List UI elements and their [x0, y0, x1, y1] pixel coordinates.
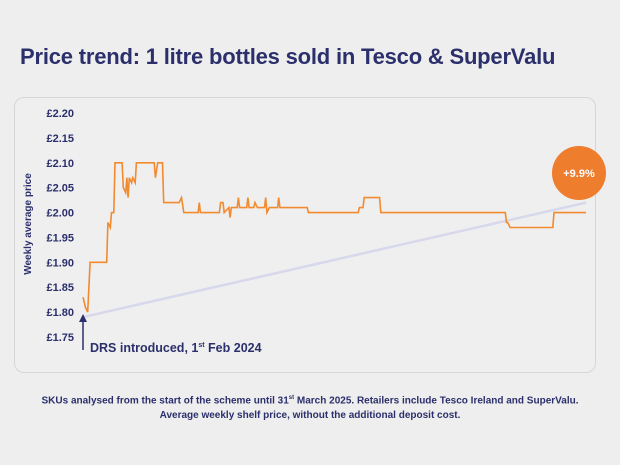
page-title: Price trend: 1 litre bottles sold in Tes…	[20, 44, 556, 69]
y-axis-label: Weekly average price	[23, 173, 34, 275]
price-series-line	[82, 162, 586, 313]
y-tick-label: £2.05	[46, 183, 74, 195]
y-tick-label: £1.80	[46, 307, 74, 319]
arrow-up-icon	[79, 314, 87, 322]
change-badge: +9.9%	[552, 146, 606, 200]
y-tick-label: £1.75	[46, 332, 74, 344]
footnote-line-1: SKUs analysed from the start of the sche…	[41, 395, 579, 407]
start-marker: DRS introduced, 1st Feb 2024	[79, 314, 262, 355]
y-tick-label: £1.95	[46, 232, 74, 244]
y-tick-label: £2.20	[46, 108, 74, 120]
footnote: SKUs analysed from the start of the sche…	[0, 391, 620, 423]
y-tick-label: £1.85	[46, 282, 74, 294]
trend-line	[82, 201, 587, 319]
chart-card	[14, 97, 596, 373]
y-tick-label: £2.15	[46, 133, 74, 145]
y-tick-label: £2.00	[46, 208, 74, 220]
y-tick-label: £1.90	[46, 257, 74, 269]
start-annotation: DRS introduced, 1st Feb 2024	[90, 341, 262, 355]
change-badge-label: +9.9%	[563, 168, 595, 180]
y-axis-ticks: £2.20 £2.15 £2.10 £2.05 £2.00 £1.95 £1.90 £1.85…	[46, 108, 74, 344]
footnote-line-2: Average weekly shelf price, without the …	[159, 410, 461, 422]
y-tick-label: £2.10	[46, 158, 74, 170]
change-badge-circle	[552, 146, 606, 200]
price-trend-chart: £2.20 £2.15 £2.10 £2.05 £2.00 £1.95 £1.90 £1.85…	[23, 108, 606, 355]
